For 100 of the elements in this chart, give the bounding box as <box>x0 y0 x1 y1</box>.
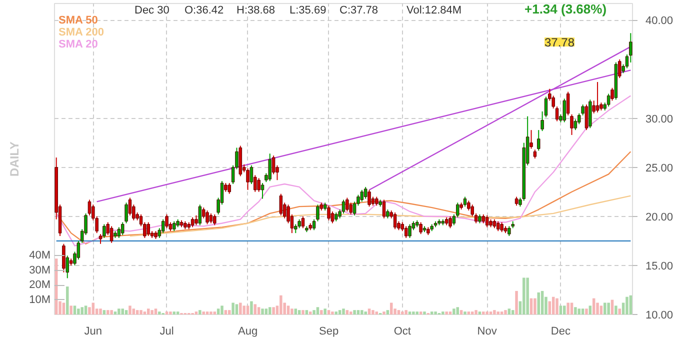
bar <box>470 312 474 314</box>
bar <box>324 308 326 314</box>
bar <box>563 306 566 314</box>
bar <box>482 312 485 314</box>
y2-tick-label: 10.00 <box>646 310 674 322</box>
bar <box>368 308 371 314</box>
bar <box>570 302 574 314</box>
bar <box>489 312 492 314</box>
bar <box>404 310 408 314</box>
candlestick <box>584 104 588 131</box>
bar <box>320 310 323 314</box>
bar <box>172 312 176 314</box>
bar <box>294 308 298 314</box>
candlestick <box>606 93 610 108</box>
annotation: O:36.42 <box>184 4 224 16</box>
bar <box>537 292 540 314</box>
y2-tick-label: 30.00 <box>646 113 674 126</box>
candlestick <box>404 226 408 238</box>
bar <box>264 308 268 314</box>
candlestick <box>408 224 412 238</box>
bar <box>261 308 264 314</box>
annotation: 37.78 <box>544 36 575 50</box>
bar <box>511 310 514 314</box>
bar <box>338 310 342 314</box>
bar <box>372 310 374 314</box>
bar <box>578 308 580 314</box>
bar <box>618 308 621 314</box>
candlestick <box>500 222 504 233</box>
bar <box>308 312 312 314</box>
bar <box>397 310 400 314</box>
bar <box>382 312 386 314</box>
candlestick <box>213 214 216 226</box>
bar <box>224 310 228 314</box>
candlestick <box>301 216 305 229</box>
candlestick <box>393 212 397 230</box>
bar <box>102 310 106 314</box>
bar <box>99 308 102 314</box>
candlestick <box>198 204 202 226</box>
line-series <box>56 151 632 244</box>
candlestick <box>146 222 150 237</box>
bar <box>559 306 562 314</box>
candlestick <box>190 216 194 228</box>
candlestick <box>327 205 330 221</box>
bar <box>114 312 117 314</box>
bar <box>286 306 290 314</box>
candlestick <box>596 81 600 113</box>
bar <box>305 310 308 314</box>
y2-tick-label: 20.00 <box>646 211 674 224</box>
bar <box>106 310 110 314</box>
bar <box>467 312 470 314</box>
y-tick-label: 40M <box>29 250 51 262</box>
bar <box>206 312 209 314</box>
bar <box>607 302 610 314</box>
candlestick <box>228 182 232 194</box>
candlestick <box>117 226 121 238</box>
bar <box>312 310 316 314</box>
candlestick <box>508 226 511 237</box>
bar <box>508 308 511 314</box>
bar <box>364 312 367 314</box>
bar <box>614 306 618 314</box>
annotation: Dec 30 <box>134 4 170 16</box>
bar <box>210 312 212 314</box>
bar <box>500 312 504 314</box>
candlestick <box>570 114 574 136</box>
bar <box>290 308 294 314</box>
bar <box>456 307 460 314</box>
bar <box>66 286 69 314</box>
bar <box>534 298 536 314</box>
x-tick-label: Oct <box>394 326 411 338</box>
bar <box>478 312 482 314</box>
bar <box>346 310 349 314</box>
bar <box>228 310 231 314</box>
bar <box>298 310 301 314</box>
bar <box>250 301 253 314</box>
candlestick <box>536 130 540 152</box>
bar <box>585 308 588 314</box>
candlestick <box>485 214 489 228</box>
x-tick-label: Aug <box>238 326 258 338</box>
candlestick <box>124 202 128 224</box>
bar <box>242 306 246 314</box>
x-tick-label: Jun <box>84 326 102 338</box>
candlestick <box>120 222 124 236</box>
bar <box>626 296 628 314</box>
bar <box>540 290 544 314</box>
x-tick-label: Nov <box>477 326 498 338</box>
bar <box>375 312 378 314</box>
bar <box>136 310 139 314</box>
candlestick <box>279 193 283 216</box>
bar <box>356 310 360 314</box>
bar <box>434 312 437 314</box>
bar <box>486 312 488 314</box>
bar <box>452 308 456 314</box>
bar <box>588 306 592 314</box>
bar <box>408 312 412 314</box>
y2-tick-label: 15.00 <box>646 260 674 272</box>
bar <box>165 312 168 314</box>
bar <box>70 306 72 314</box>
bar <box>216 308 220 314</box>
x-tick-label: Dec <box>550 326 571 338</box>
candlestick <box>419 222 422 235</box>
